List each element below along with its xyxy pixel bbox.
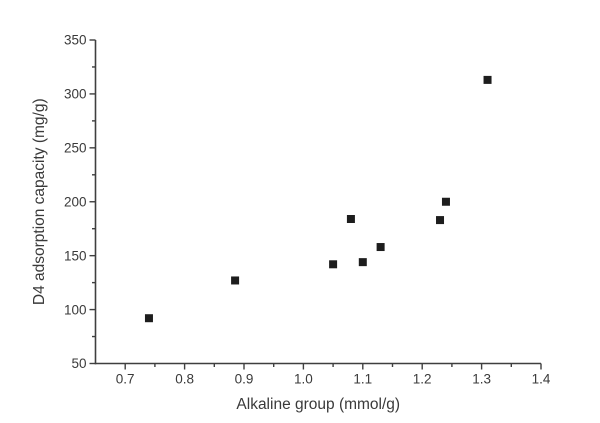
data-point — [376, 243, 385, 252]
x-axis-title: Alkaline group (mmol/g) — [236, 396, 400, 413]
data-point — [329, 260, 338, 269]
axis-ticks: 0.7 0.8 0.9 1.0 1.1 1.2 1.3 1.4 50 100 150 200 250 30… — [64, 33, 551, 387]
y-tick-label: 100 — [64, 302, 87, 317]
y-tick-label: 250 — [64, 141, 87, 156]
y-tick-label: 350 — [64, 33, 87, 48]
y-axis-title: D4 adsorption capacity (mg/g) — [31, 98, 48, 305]
x-tick-label: 0.8 — [175, 372, 194, 387]
x-tick-label: 1.1 — [353, 372, 372, 387]
data-point — [483, 75, 492, 84]
x-tick-label: 0.9 — [235, 372, 254, 387]
y-tick-label: 50 — [71, 356, 86, 371]
x-tick-label: 1.2 — [413, 372, 432, 387]
data-point — [144, 314, 153, 323]
data-point — [231, 276, 240, 285]
y-tick-label: 300 — [64, 87, 87, 102]
x-tick-label: 1.0 — [294, 372, 313, 387]
x-tick-label: 1.4 — [532, 372, 551, 387]
data-point — [436, 216, 445, 225]
x-tick-label: 0.7 — [116, 372, 135, 387]
data-point — [441, 197, 450, 206]
x-tick-label: 1.3 — [472, 372, 491, 387]
y-tick-label: 150 — [64, 248, 87, 263]
data-points — [144, 75, 492, 323]
y-tick-label: 200 — [64, 194, 87, 209]
data-point — [346, 215, 355, 224]
data-point — [358, 258, 367, 267]
